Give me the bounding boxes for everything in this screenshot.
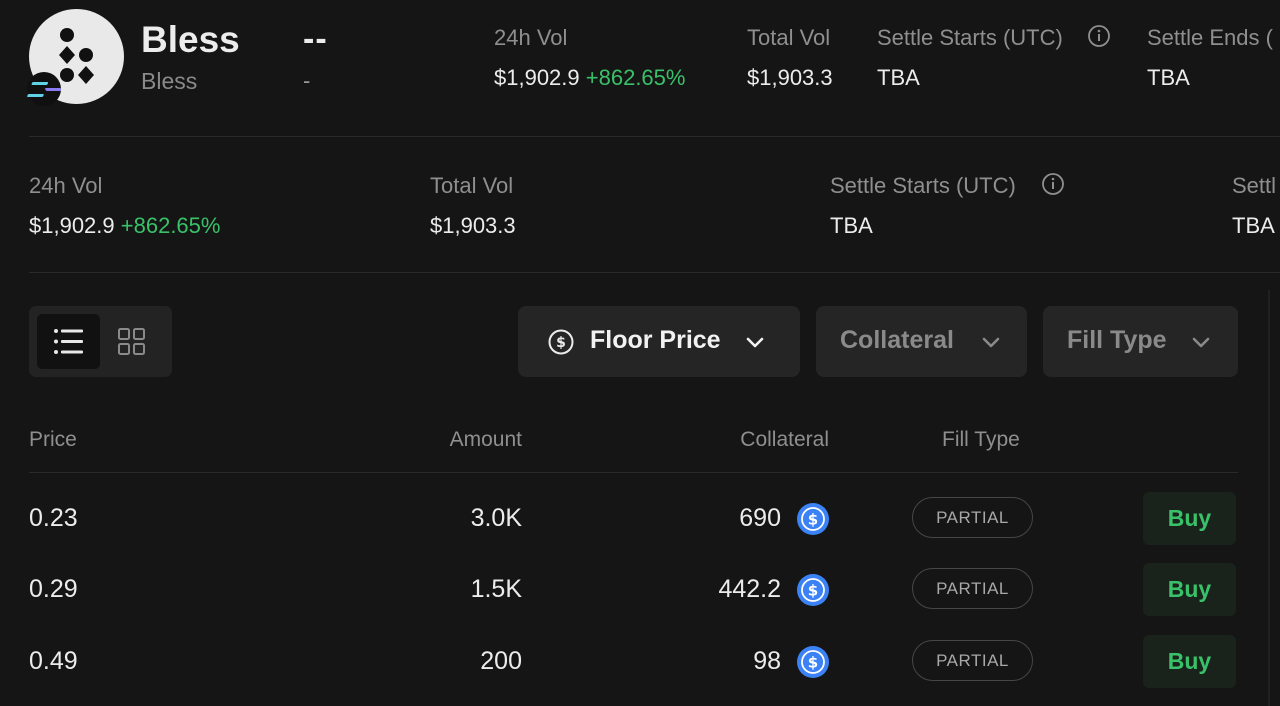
token-logo-icon <box>59 28 94 84</box>
svg-text:$: $ <box>808 654 818 672</box>
header-24h-vol-label: 24h Vol <box>494 25 568 50</box>
stats-divider <box>29 272 1280 273</box>
stat-total-vol-value: $1,903.3 <box>430 213 516 238</box>
stat-total-vol-label: Total Vol <box>430 173 514 198</box>
collateral-filter[interactable]: Collateral <box>816 306 1027 377</box>
row-price: 0.29 <box>29 575 78 603</box>
row-amount: 200 <box>480 647 522 675</box>
stat-settle-ends-value: TBA <box>1232 213 1275 238</box>
list-view-button[interactable] <box>37 314 100 369</box>
buy-button[interactable]: Buy <box>1143 635 1236 688</box>
header-settle-ends-label: Settle Ends ( <box>1147 25 1273 50</box>
table-row: 0.23 3.0K 690 $ PARTIAL Buy <box>0 492 1280 545</box>
row-amount: 1.5K <box>470 575 522 603</box>
token-symbol: Bless <box>141 19 240 60</box>
info-icon[interactable] <box>1041 172 1065 201</box>
chevron-down-icon <box>982 337 1000 348</box>
header-settle-starts-label: Settle Starts (UTC) <box>877 25 1063 50</box>
buy-button[interactable]: Buy <box>1143 563 1236 616</box>
buy-button[interactable]: Buy <box>1143 492 1236 545</box>
row-price: 0.23 <box>29 504 78 532</box>
fill-type-badge: PARTIAL <box>912 568 1033 609</box>
stat-settle-ends-label: Settl <box>1232 173 1277 198</box>
scroll-edge <box>1268 290 1270 706</box>
chevron-down-icon <box>1192 337 1210 348</box>
collateral-filter-label: Collateral <box>840 326 954 354</box>
col-header-price[interactable]: Price <box>29 428 77 451</box>
token-price-change: - <box>303 68 311 93</box>
row-collateral: 442.2 <box>718 575 781 603</box>
floor-price-label: Floor Price <box>590 326 721 354</box>
col-header-fill-type[interactable]: Fill Type <box>942 428 1020 451</box>
fill-type-filter-label: Fill Type <box>1067 326 1167 354</box>
usdc-icon: $ <box>797 646 829 678</box>
header-24h-vol-amount: $1,902.9 <box>494 65 580 90</box>
usdc-icon: $ <box>797 503 829 535</box>
grid-view-icon <box>118 328 145 355</box>
fill-type-badge: PARTIAL <box>912 640 1033 681</box>
solana-chain-icon <box>27 72 62 106</box>
svg-text:$: $ <box>556 335 566 351</box>
dollar-circle-icon: $ <box>548 329 574 355</box>
row-amount: 3.0K <box>470 504 522 532</box>
list-view-icon <box>54 329 83 354</box>
floor-price-filter[interactable]: $ Floor Price <box>518 306 800 377</box>
row-price: 0.49 <box>29 647 78 675</box>
chevron-down-icon <box>746 337 764 348</box>
header-total-vol-value: $1,903.3 <box>747 65 833 90</box>
header-total-vol-label: Total Vol <box>747 25 831 50</box>
header-24h-vol-change: +862.65% <box>585 65 686 90</box>
stat-24h-vol-amount: $1,902.9 <box>29 213 115 238</box>
row-collateral: 98 <box>753 647 781 675</box>
stat-settle-starts-value: TBA <box>830 213 873 238</box>
header-settle-ends-value: TBA <box>1147 65 1190 90</box>
svg-text:$: $ <box>808 511 818 529</box>
svg-text:$: $ <box>808 582 818 600</box>
table-row: 0.49 200 98 $ PARTIAL Buy <box>0 635 1280 688</box>
token-price: -- <box>303 20 328 58</box>
token-name: Bless <box>141 68 198 94</box>
fill-type-badge: PARTIAL <box>912 497 1033 538</box>
col-header-collateral[interactable]: Collateral <box>740 428 829 451</box>
grid-view-button[interactable] <box>108 314 158 369</box>
stat-24h-vol-label: 24h Vol <box>29 173 103 198</box>
table-header-divider <box>29 472 1238 473</box>
stat-24h-vol-change: +862.65% <box>120 213 221 238</box>
col-header-amount[interactable]: Amount <box>449 428 522 451</box>
header-settle-starts-value: TBA <box>877 65 920 90</box>
usdc-icon: $ <box>797 574 829 606</box>
table-row: 0.29 1.5K 442.2 $ PARTIAL Buy <box>0 563 1280 616</box>
header-divider <box>29 136 1280 137</box>
fill-type-filter[interactable]: Fill Type <box>1043 306 1238 377</box>
header-24h-vol-value: $1,902.9 +862.65% <box>494 65 685 91</box>
info-icon[interactable] <box>1087 24 1111 53</box>
row-collateral: 690 <box>739 504 781 532</box>
stat-settle-starts-label: Settle Starts (UTC) <box>830 173 1016 198</box>
stat-24h-vol-value: $1,902.9 +862.65% <box>29 213 220 239</box>
